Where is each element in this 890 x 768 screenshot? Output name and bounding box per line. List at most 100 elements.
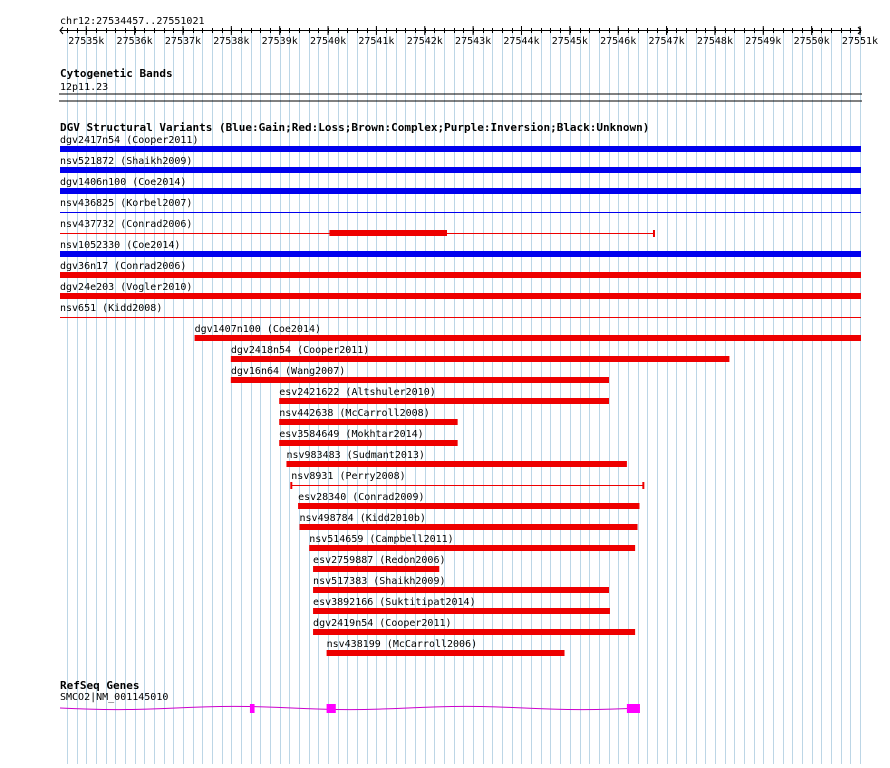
sv-label: esv2759887 (Redon2006) <box>313 555 445 566</box>
sv-label: nsv1052330 (Coe2014) <box>60 240 180 251</box>
sv-label: dgv1407n100 (Coe2014) <box>195 324 321 335</box>
ruler-tick-label: 27548k <box>697 36 733 47</box>
sv-label: nsv8931 (Perry2008) <box>291 471 405 482</box>
gene-exon <box>249 704 255 713</box>
sv-bar <box>60 293 861 299</box>
dgv-track: DGV Structural Variants (Blue:Gain;Red:L… <box>60 121 862 656</box>
sv-label: dgv1406n100 (Coe2014) <box>60 177 186 188</box>
cytoband-track-title: Cytogenetic Bands <box>60 67 173 80</box>
sv-feature: esv28340 (Conrad2009) <box>298 492 640 509</box>
sv-label: nsv438199 (McCarroll2006) <box>327 639 478 650</box>
sv-label: dgv24e203 (Vogler2010) <box>60 282 192 293</box>
cytoband-track: Cytogenetic Bands 12p11.23 <box>59 67 862 102</box>
sv-feature: esv3584649 (Mokhtar2014) <box>279 429 458 446</box>
sv-bar <box>279 440 458 446</box>
dgv-track-title: DGV Structural Variants (Blue:Gain;Red:L… <box>60 121 649 134</box>
ruler: chr12:27534457..27551021 27535k 27536k 275… <box>59 16 878 47</box>
sv-label: nsv651 (Kidd2008) <box>60 303 162 314</box>
ruler-tick-label: 27543k <box>455 36 491 47</box>
sv-label: dgv36n17 (Conrad2006) <box>60 261 186 272</box>
sv-feature: nsv8931 (Perry2008) <box>290 471 645 489</box>
sv-label: nsv498784 (Kidd2010b) <box>300 513 426 524</box>
refseq-track-title: RefSeq Genes <box>60 679 139 692</box>
sv-feature: dgv36n17 (Conrad2006) <box>60 261 861 278</box>
sv-feature: dgv2418n54 (Cooper2011) <box>230 345 730 362</box>
sv-label: esv28340 (Conrad2009) <box>298 492 424 503</box>
sv-feature: nsv514659 (Campbell2011) <box>309 534 636 551</box>
sv-bar <box>60 167 861 173</box>
sv-feature: dgv1406n100 (Coe2014) <box>60 177 861 194</box>
ruler-tick-label: 27544k <box>503 36 539 47</box>
cytoband-label: 12p11.23 <box>60 82 108 93</box>
sv-label: nsv983483 (Sudmant2013) <box>286 450 424 461</box>
sv-label: nsv437732 (Conrad2006) <box>60 219 192 230</box>
sv-label: nsv517383 (Shaikh2009) <box>313 576 445 587</box>
sv-feature: esv2759887 (Redon2006) <box>313 555 446 572</box>
sv-bar <box>60 251 861 257</box>
sv-feature: nsv498784 (Kidd2010b) <box>299 513 638 530</box>
sv-feature: dgv2417n54 (Cooper2011) <box>60 135 861 152</box>
sv-bar <box>230 377 610 383</box>
sv-feature: esv2421622 (Altshuler2010) <box>279 387 610 404</box>
ruler-right-arrow <box>857 26 862 35</box>
sv-bar <box>299 524 638 530</box>
sv-label: nsv514659 (Campbell2011) <box>309 534 454 545</box>
ruler-tick-label: 27549k <box>745 36 781 47</box>
ruler-tick-label: 27551k <box>842 36 878 47</box>
sv-bar <box>60 272 861 278</box>
ruler-tick-label: 27542k <box>407 36 443 47</box>
gene-exon <box>626 704 640 713</box>
region-label: chr12:27534457..27551021 <box>60 16 205 27</box>
sv-feature: nsv983483 (Sudmant2013) <box>286 450 627 467</box>
sv-label: esv2421622 (Altshuler2010) <box>279 387 436 398</box>
sv-feature: nsv436825 (Korbel2007) <box>60 198 861 213</box>
ruler-tick-label: 27537k <box>165 36 201 47</box>
refseq-track: RefSeq Genes SMCO2|NM_001145010 <box>59 679 641 713</box>
sv-label: esv3892166 (Suktitipat2014) <box>313 597 476 608</box>
sv-bar <box>309 545 636 551</box>
sv-bar <box>230 356 730 362</box>
sv-label: dgv2417n54 (Cooper2011) <box>60 135 198 146</box>
sv-feature: nsv521872 (Shaikh2009) <box>60 156 861 173</box>
ruler-tick-label: 27535k <box>68 36 104 47</box>
sv-label: nsv442638 (McCarroll2008) <box>279 408 430 419</box>
sv-label: esv3584649 (Mokhtar2014) <box>279 429 424 440</box>
ruler-tick-label: 27538k <box>213 36 249 47</box>
gene-intron-line <box>59 705 641 711</box>
sv-bar <box>313 566 440 572</box>
sv-feature: dgv24e203 (Vogler2010) <box>60 282 861 299</box>
sv-feature: nsv1052330 (Coe2014) <box>60 240 861 257</box>
sv-label: dgv2419n54 (Cooper2011) <box>313 618 451 629</box>
sv-bar <box>298 503 640 509</box>
sv-bar <box>279 419 458 425</box>
ruler-tick-label: 27540k <box>310 36 346 47</box>
sv-bar <box>313 587 610 593</box>
sv-feature: nsv437732 (Conrad2006) <box>60 219 655 237</box>
ruler-tick-label: 27536k <box>117 36 153 47</box>
sv-label: dgv2418n54 (Cooper2011) <box>231 345 369 356</box>
sv-bar <box>326 650 565 656</box>
sv-feature: nsv517383 (Shaikh2009) <box>313 576 610 593</box>
sv-bar <box>194 335 862 341</box>
sv-label: nsv521872 (Shaikh2009) <box>60 156 192 167</box>
sv-label: dgv16n64 (Wang2007) <box>231 366 345 377</box>
sv-feature: nsv442638 (McCarroll2008) <box>279 408 458 425</box>
ruler-tick-label: 27541k <box>358 36 394 47</box>
ruler-left-arrow <box>59 26 64 35</box>
sv-feature: dgv1407n100 (Coe2014) <box>194 324 862 341</box>
sv-bar <box>313 629 636 635</box>
sv-feature: esv3892166 (Suktitipat2014) <box>313 597 610 614</box>
gene-label: SMCO2|NM_001145010 <box>60 692 168 703</box>
sv-feature: nsv438199 (McCarroll2006) <box>326 639 565 656</box>
sv-feature: dgv2419n54 (Cooper2011) <box>313 618 636 635</box>
sv-feature: dgv16n64 (Wang2007) <box>230 366 610 383</box>
ruler-tick-label: 27547k <box>648 36 684 47</box>
ruler-tick-label: 27550k <box>794 36 830 47</box>
sv-bar <box>60 146 861 152</box>
sv-bar <box>313 608 610 614</box>
ruler-tick-label: 27546k <box>600 36 636 47</box>
gene-exon <box>326 704 336 713</box>
sv-bar <box>60 188 861 194</box>
